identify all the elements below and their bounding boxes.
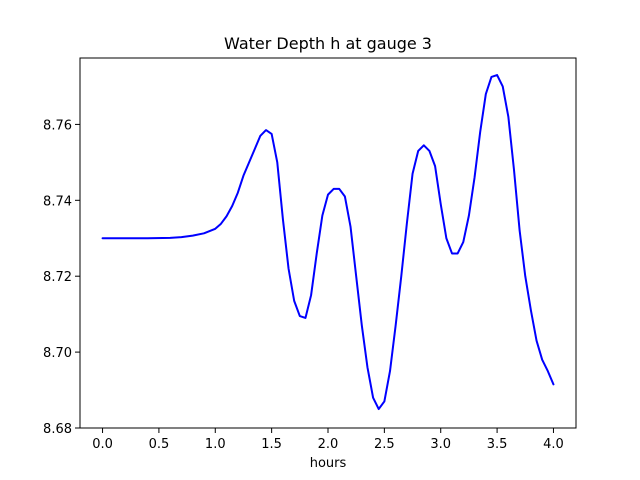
axes-frame [80,58,576,428]
y-tick-label: 8.68 [43,422,72,437]
y-tick-label: 8.76 [43,118,72,133]
x-tick-label: 1.5 [261,437,282,452]
y-tick-label: 8.70 [43,346,72,361]
x-tick-label: 3.5 [487,437,508,452]
x-tick-label: 3.0 [430,437,451,452]
x-tick-label: 1.0 [205,437,226,452]
x-tick-label: 2.5 [374,437,395,452]
series-line [103,75,554,409]
y-tick-label: 8.72 [43,270,72,285]
x-tick-label: 0.0 [92,437,113,452]
y-axis: 8.68 8.70 8.72 8.74 8.76 [43,118,80,437]
x-axis: 0.0 0.5 1.0 1.5 2.0 2.5 3.0 3.5 4.0 [92,428,564,452]
x-tick-label: 2.0 [318,437,339,452]
y-tick-label: 8.74 [43,194,72,209]
plot-area [103,75,554,409]
x-axis-label: hours [310,456,347,471]
x-tick-label: 0.5 [149,437,170,452]
chart-title: Water Depth h at gauge 3 [224,34,432,53]
x-tick-label: 4.0 [543,437,564,452]
